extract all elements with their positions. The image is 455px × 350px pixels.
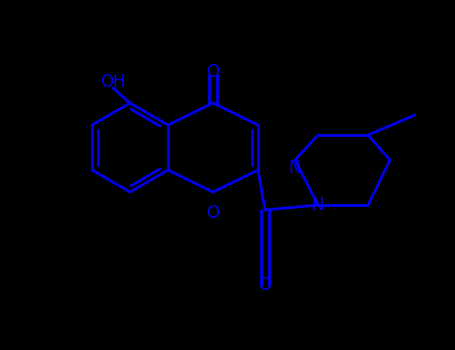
Text: O: O: [258, 276, 272, 294]
Text: O: O: [207, 63, 219, 81]
Text: OH: OH: [100, 73, 126, 91]
Text: N: N: [289, 159, 301, 177]
Text: O: O: [207, 204, 219, 222]
Text: N: N: [312, 196, 324, 214]
